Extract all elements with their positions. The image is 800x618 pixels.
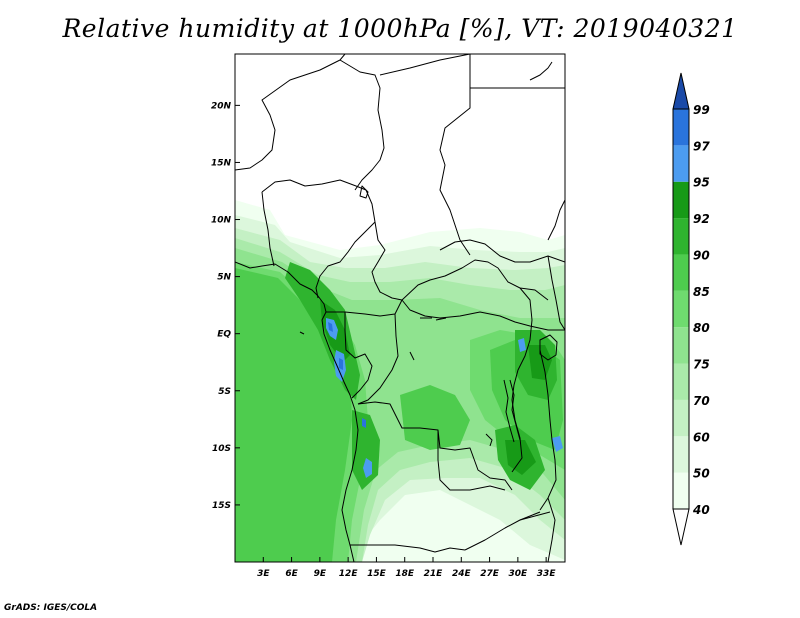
longitude-axis: 3E 6E 9E 12E 15E 18E 21E 24E 27E 30E 33E [257, 557, 556, 579]
lon-tick-label: 12E [339, 569, 359, 579]
colorbar: 40 50 60 70 75 80 85 90 92 95 97 99 [672, 72, 710, 546]
colorbar-segment [673, 181, 689, 219]
border-libya-chad-sudan [379, 54, 471, 256]
colorbar-label: 80 [693, 321, 710, 335]
border-angola-namibia [350, 544, 466, 553]
humidity-field-90d [352, 410, 380, 490]
lon-tick-label: 33E [537, 569, 557, 579]
border-sudan-south-sudan [439, 239, 565, 263]
colorbar-segment [673, 399, 689, 437]
lat-tick-label: 10S [212, 444, 231, 454]
colorbar-frame [672, 108, 690, 510]
colorbar-label: 97 [693, 139, 710, 153]
border-lake-chad [359, 185, 369, 199]
lat-tick-label: 5S [218, 387, 231, 397]
lon-tick-label: 18E [395, 569, 415, 579]
border-congo-drc [357, 313, 399, 405]
lon-tick-label: 3E [257, 569, 270, 579]
humidity-field-97 [328, 322, 333, 332]
lake-outline [409, 351, 415, 361]
lake-outline [420, 317, 447, 321]
map-frame [234, 53, 566, 563]
humidity-field-95c [363, 458, 372, 478]
humidity-field-97b [339, 358, 343, 370]
border-mali-niger [235, 54, 346, 171]
border-gabon-congo [344, 312, 373, 399]
lat-tick-label: 10N [211, 216, 232, 226]
colorbar-segment [673, 436, 689, 473]
humidity-field [235, 200, 565, 562]
lat-tick-label: 15S [212, 501, 231, 511]
border-cameroon-chad [371, 221, 403, 301]
colorbar-segment [673, 109, 689, 146]
border-red-sea-coast [529, 61, 553, 81]
humidity-field-85c [400, 385, 470, 450]
colorbar-label: 75 [693, 358, 710, 372]
humidity-field-92b [528, 345, 552, 380]
lon-tick-label: 6E [285, 569, 298, 579]
border-ethiopia [547, 199, 565, 241]
lat-tick-label: 15N [211, 158, 232, 168]
humidity-field-97c [362, 418, 366, 428]
border-lake-tanganyika [503, 379, 521, 443]
humidity-field-95e [518, 338, 526, 352]
humidity-field-92c [505, 440, 536, 475]
colorbar-label: 40 [692, 503, 710, 517]
map-title: Relative humidity at 1000hPa [%], VT: 20… [62, 14, 738, 43]
colorbar-label: 92 [693, 212, 710, 226]
border-drc-angola [357, 401, 513, 491]
border-lake-victoria [539, 334, 558, 361]
humidity-field-95d [552, 436, 563, 452]
border-zambia-zimbabwe [464, 511, 551, 551]
lake-outline [485, 433, 493, 447]
country-borders [235, 54, 565, 562]
colorbar-label: 95 [693, 176, 710, 190]
lon-tick-label: 24E [452, 569, 472, 579]
colorbar-segment [673, 363, 689, 400]
lon-tick-label: 15E [367, 569, 387, 579]
lakes [299, 317, 541, 521]
colorbar-label: 50 [693, 467, 710, 481]
lon-tick-label: 30E [509, 569, 529, 579]
lon-tick-label: 21E [424, 569, 444, 579]
lon-tick-label: 9E [314, 569, 327, 579]
border-mozambique-malawi [547, 497, 556, 562]
colorbar-upper-arrow [672, 72, 690, 110]
border-angola-zambia [437, 430, 506, 491]
colorbar-segment [673, 290, 689, 328]
colorbar-label: 70 [693, 394, 710, 408]
colorbar-segment [673, 327, 689, 364]
colorbar-segment [673, 145, 689, 182]
border-nigeria-benin [261, 191, 275, 267]
lat-tick-label: EQ [217, 330, 231, 340]
colorbar-label: 85 [693, 285, 710, 299]
colorbar-segment [673, 254, 689, 291]
latitude-axis: 20N 15N 10N 5N EQ 5S 10S 15S [211, 101, 240, 511]
lon-tick-label: 27E [480, 569, 500, 579]
coastline-west-africa [235, 261, 359, 562]
border-cameroon-gabon [326, 299, 403, 317]
colorbar-segment [673, 472, 689, 509]
colorbar-label: 90 [693, 248, 710, 262]
border-nigeria-cameroon [315, 221, 376, 299]
border-east-kenya [547, 255, 565, 331]
colorbar-segment [673, 218, 689, 255]
map-area [235, 54, 565, 562]
credit-label: GrADS: IGES/COLA [4, 603, 98, 613]
colorbar-lower-arrow [672, 508, 690, 546]
border-niger-algeria-libya [339, 59, 385, 191]
colorbar-label: 60 [693, 430, 710, 444]
border-drc-uganda-rwanda [511, 287, 533, 473]
lat-tick-label: 20N [211, 101, 232, 111]
lat-tick-label: 5N [217, 273, 231, 283]
lake-outline [519, 511, 541, 521]
border-chad-car [401, 259, 549, 301]
border-drc-tanzania [539, 349, 557, 511]
border-car-drc [401, 299, 565, 331]
lake-outline [299, 331, 305, 335]
border-nigeria-niger [261, 179, 376, 223]
colorbar-label: 99 [693, 103, 710, 117]
